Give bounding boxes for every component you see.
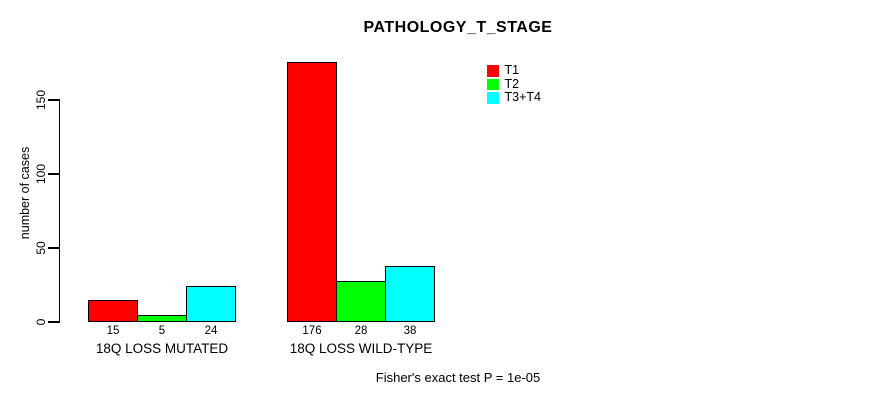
bar-value-label: 28 [354, 325, 368, 337]
legend-item: T3+T4 [487, 90, 541, 105]
legend-label: T1 [504, 63, 520, 77]
y-tick-label: 100 [34, 163, 48, 185]
y-tick-mark [48, 173, 60, 175]
y-tick-mark [48, 99, 60, 101]
bar-value-label: 15 [106, 325, 120, 337]
group-label: 18Q LOSS WILD-TYPE [289, 341, 433, 356]
legend-label: T2 [504, 76, 520, 91]
legend-swatch [487, 78, 499, 90]
y-tick-mark [48, 247, 60, 249]
y-axis-label: number of cases [18, 146, 32, 240]
legend-label: T3+T4 [504, 90, 541, 104]
bar-value-label: 38 [403, 325, 417, 337]
y-tick-label: 0 [34, 318, 48, 326]
bar-value-label: 176 [302, 325, 322, 337]
y-tick-label: 50 [34, 241, 48, 255]
legend-item: T2 [487, 76, 541, 92]
y-axis-line [59, 100, 61, 322]
legend-swatch [487, 65, 499, 77]
bar-t3-t4 [186, 286, 236, 322]
bar-t2 [336, 281, 386, 322]
bar-t2 [137, 315, 187, 322]
chart-title: PATHOLOGY_T_STAGE [363, 19, 553, 36]
bar-value-label: 5 [158, 325, 166, 337]
bar-t1 [88, 300, 138, 322]
bar-t1 [287, 62, 337, 322]
legend: T1 T2 T3+T4 [487, 63, 541, 105]
stat-annotation: Fisher's exact test P = 1e-05 [375, 370, 541, 385]
legend-item: T1 [487, 63, 541, 78]
legend-swatch [487, 92, 499, 104]
y-tick-mark [48, 321, 60, 323]
y-tick-label: 150 [34, 89, 48, 111]
group-label: 18Q LOSS MUTATED [95, 341, 229, 356]
bar-value-label: 24 [204, 325, 218, 337]
bar-t3-t4 [385, 266, 435, 322]
